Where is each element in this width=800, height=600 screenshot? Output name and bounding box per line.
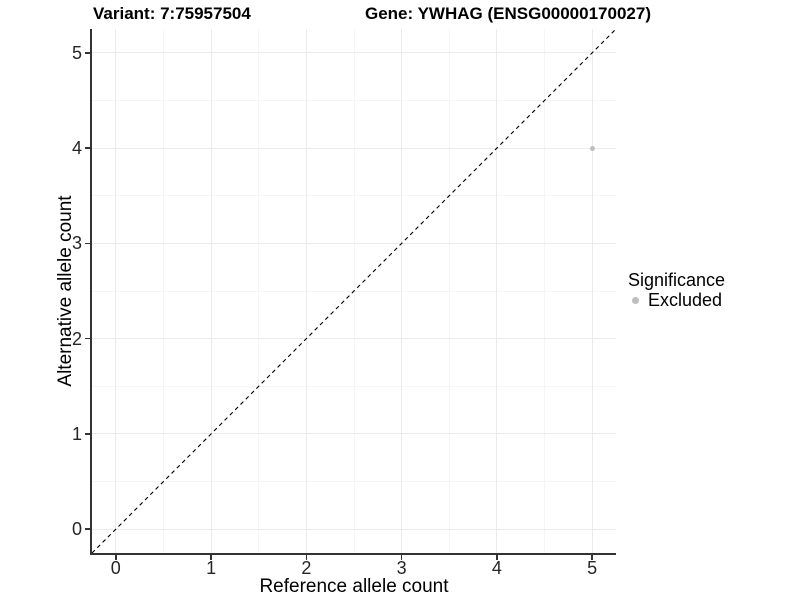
- y-tick-mark: [85, 433, 91, 435]
- gridline-y-major: [92, 52, 616, 54]
- y-axis-title: Alternative allele count: [55, 195, 76, 387]
- plot-panel: [91, 28, 617, 554]
- legend-item-label: Excluded: [648, 290, 723, 310]
- y-tick-mark: [85, 242, 91, 245]
- y-tick-label: 5: [71, 42, 82, 63]
- gridline-y-major: [92, 433, 616, 435]
- y-tick-label: 0: [71, 519, 82, 540]
- y-tick-mark: [85, 52, 91, 54]
- plot-title-gene: Gene: YWHAG (ENSG00000170027): [365, 4, 651, 23]
- gridline-y-major: [92, 338, 616, 340]
- legend-point-icon: [632, 296, 639, 304]
- x-tick-mark: [496, 554, 498, 560]
- x-tick-label: 2: [301, 558, 312, 578]
- gridline-x-major: [210, 29, 212, 553]
- x-tick-mark: [115, 554, 117, 560]
- legend: Significance Excluded: [628, 270, 725, 310]
- x-tick-mark: [400, 554, 403, 560]
- legend-title: Significance: [628, 270, 726, 290]
- legend-items: Excluded: [628, 290, 725, 310]
- y-tick-mark: [85, 528, 91, 530]
- plot-title-variant: Variant: 7:75957504: [93, 4, 251, 23]
- x-tick-label: 1: [206, 558, 217, 578]
- x-tick-label: 0: [110, 558, 121, 578]
- x-tick-label: 5: [587, 558, 598, 578]
- x-tick-mark: [591, 554, 593, 560]
- x-tick-mark: [210, 554, 212, 560]
- y-axis-line: [90, 29, 92, 555]
- y-tick-label: 1: [71, 423, 82, 444]
- x-axis-line: [90, 553, 616, 555]
- data-point: [589, 145, 595, 151]
- gridline-y-major: [92, 242, 616, 244]
- gridline-y-minor: [92, 385, 616, 387]
- legend-item: Excluded: [628, 290, 725, 310]
- y-tick-mark: [85, 337, 91, 340]
- x-tick-label: 4: [491, 558, 502, 578]
- identity-line: [91, 28, 617, 554]
- gridline-x-major: [305, 29, 307, 553]
- gridline-y-minor: [92, 99, 616, 101]
- gridline-y-major: [92, 528, 616, 530]
- gridline-x-major: [401, 29, 403, 553]
- gridline-x-major: [496, 29, 498, 553]
- gridline-x-major: [115, 29, 117, 553]
- gridline-y-major: [92, 147, 616, 149]
- gridline-y-minor: [92, 195, 616, 197]
- x-axis-title: Reference allele count: [259, 576, 449, 597]
- y-tick-label: 2: [71, 328, 82, 349]
- gridline-y-minor: [92, 481, 616, 483]
- x-tick-mark: [305, 554, 308, 560]
- y-tick-label: 4: [71, 138, 82, 159]
- x-tick-label: 3: [396, 558, 407, 578]
- gridline-x-major: [591, 29, 593, 553]
- y-tick-label: 3: [71, 233, 82, 254]
- y-tick-mark: [85, 147, 91, 149]
